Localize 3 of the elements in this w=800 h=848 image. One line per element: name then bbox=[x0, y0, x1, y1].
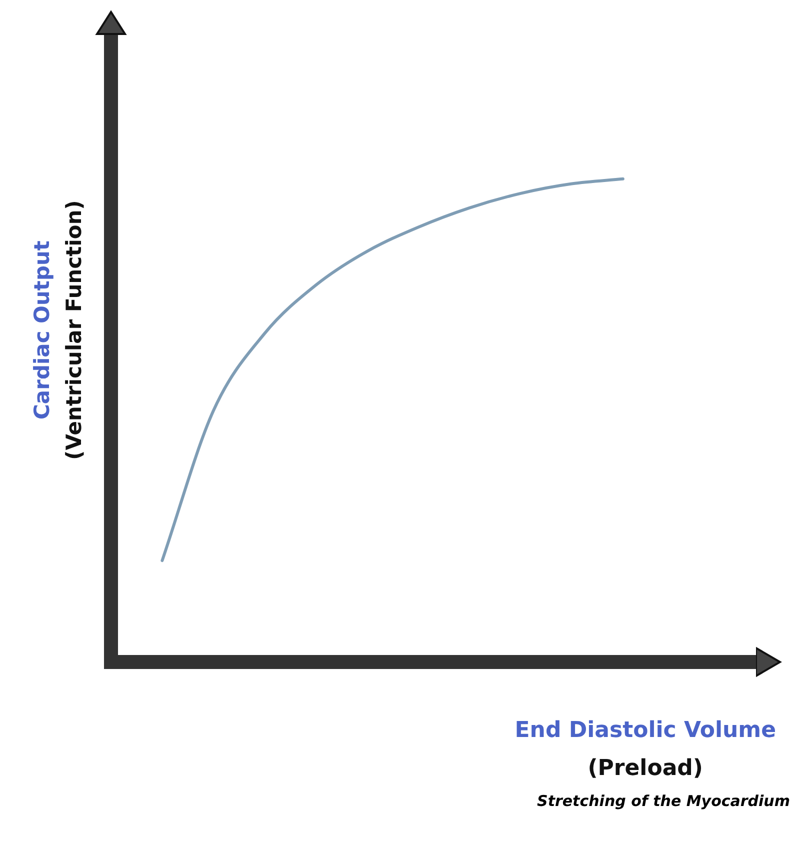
text: Stretching of the Myocardium bbox=[537, 792, 790, 810]
y-axis-title: Cardiac Output (Ventricular Function) bbox=[29, 200, 87, 460]
x-axis-title: End Diastolic Volume (Preload) bbox=[514, 717, 776, 783]
